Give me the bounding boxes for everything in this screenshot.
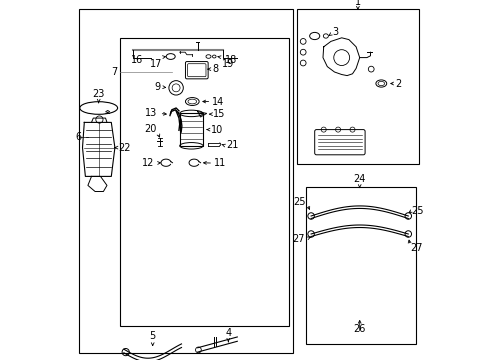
Text: 17: 17 [150,59,162,69]
Bar [120,38,289,326]
Text: 19: 19 [222,59,234,69]
Text: 12: 12 [142,158,154,168]
Text: 25: 25 [293,197,305,207]
Text: 18: 18 [224,55,237,65]
Text: 27: 27 [409,243,422,253]
Text: 23: 23 [92,89,104,99]
Text: 13: 13 [145,108,157,118]
Text: 27: 27 [292,234,305,244]
Text: 3: 3 [332,27,338,37]
Text: 7: 7 [111,67,118,77]
Text: 16: 16 [131,55,143,65]
Text: 9: 9 [154,82,160,92]
Text: 22: 22 [118,143,131,153]
Text: 26: 26 [353,324,365,334]
Bar [79,9,292,353]
Text: 5: 5 [149,331,156,341]
Text: 2: 2 [395,78,401,89]
Bar [296,9,418,164]
Bar [179,113,203,146]
Bar [305,187,415,344]
Text: 11: 11 [213,158,225,168]
Text: 4: 4 [225,328,231,338]
Text: 6: 6 [75,132,81,142]
Text: 24: 24 [353,174,365,184]
Text: 15: 15 [212,109,225,119]
Text: 8: 8 [212,64,218,74]
Text: 21: 21 [225,140,238,150]
Polygon shape [197,112,206,117]
Text: 14: 14 [212,96,224,107]
Text: 20: 20 [143,124,156,134]
Text: 1: 1 [354,0,360,7]
Text: 25: 25 [410,206,423,216]
Text: 10: 10 [211,125,223,135]
